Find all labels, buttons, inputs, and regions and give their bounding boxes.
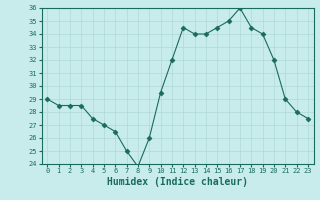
X-axis label: Humidex (Indice chaleur): Humidex (Indice chaleur) [107, 177, 248, 187]
